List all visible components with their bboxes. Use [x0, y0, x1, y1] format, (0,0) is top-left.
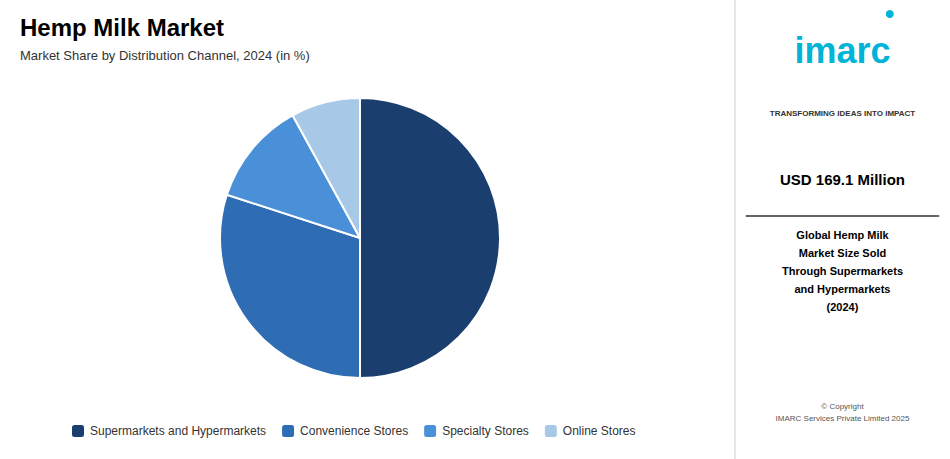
svg-text:Specialty Stores: Specialty Stores [442, 424, 529, 438]
svg-text:TRANSFORMING IDEAS INTO IMPACT: TRANSFORMING IDEAS INTO IMPACT [770, 109, 916, 118]
svg-text:Online Stores: Online Stores [563, 424, 636, 438]
svg-text:IMARC Services Private Limited: IMARC Services Private Limited 2025 [776, 414, 910, 423]
svg-text:Global Hemp Milk: Global Hemp Milk [796, 229, 889, 241]
svg-text:© Copyright: © Copyright [821, 402, 864, 411]
svg-text:Through Supermarkets: Through Supermarkets [782, 265, 903, 277]
svg-text:Hemp Milk Market: Hemp Milk Market [20, 14, 224, 41]
svg-text:(2024): (2024) [827, 301, 859, 313]
svg-text:Convenience Stores: Convenience Stores [300, 424, 408, 438]
svg-text:Supermarkets and Hypermarkets: Supermarkets and Hypermarkets [90, 424, 266, 438]
svg-text:USD 169.1 Million: USD 169.1 Million [780, 171, 905, 188]
svg-text:Market Size Sold: Market Size Sold [799, 247, 886, 259]
svg-text:Market Share by Distribution C: Market Share by Distribution Channel, 20… [20, 48, 310, 63]
svg-text:imarc: imarc [794, 30, 890, 71]
svg-text:and Hypermarkets: and Hypermarkets [795, 283, 891, 295]
